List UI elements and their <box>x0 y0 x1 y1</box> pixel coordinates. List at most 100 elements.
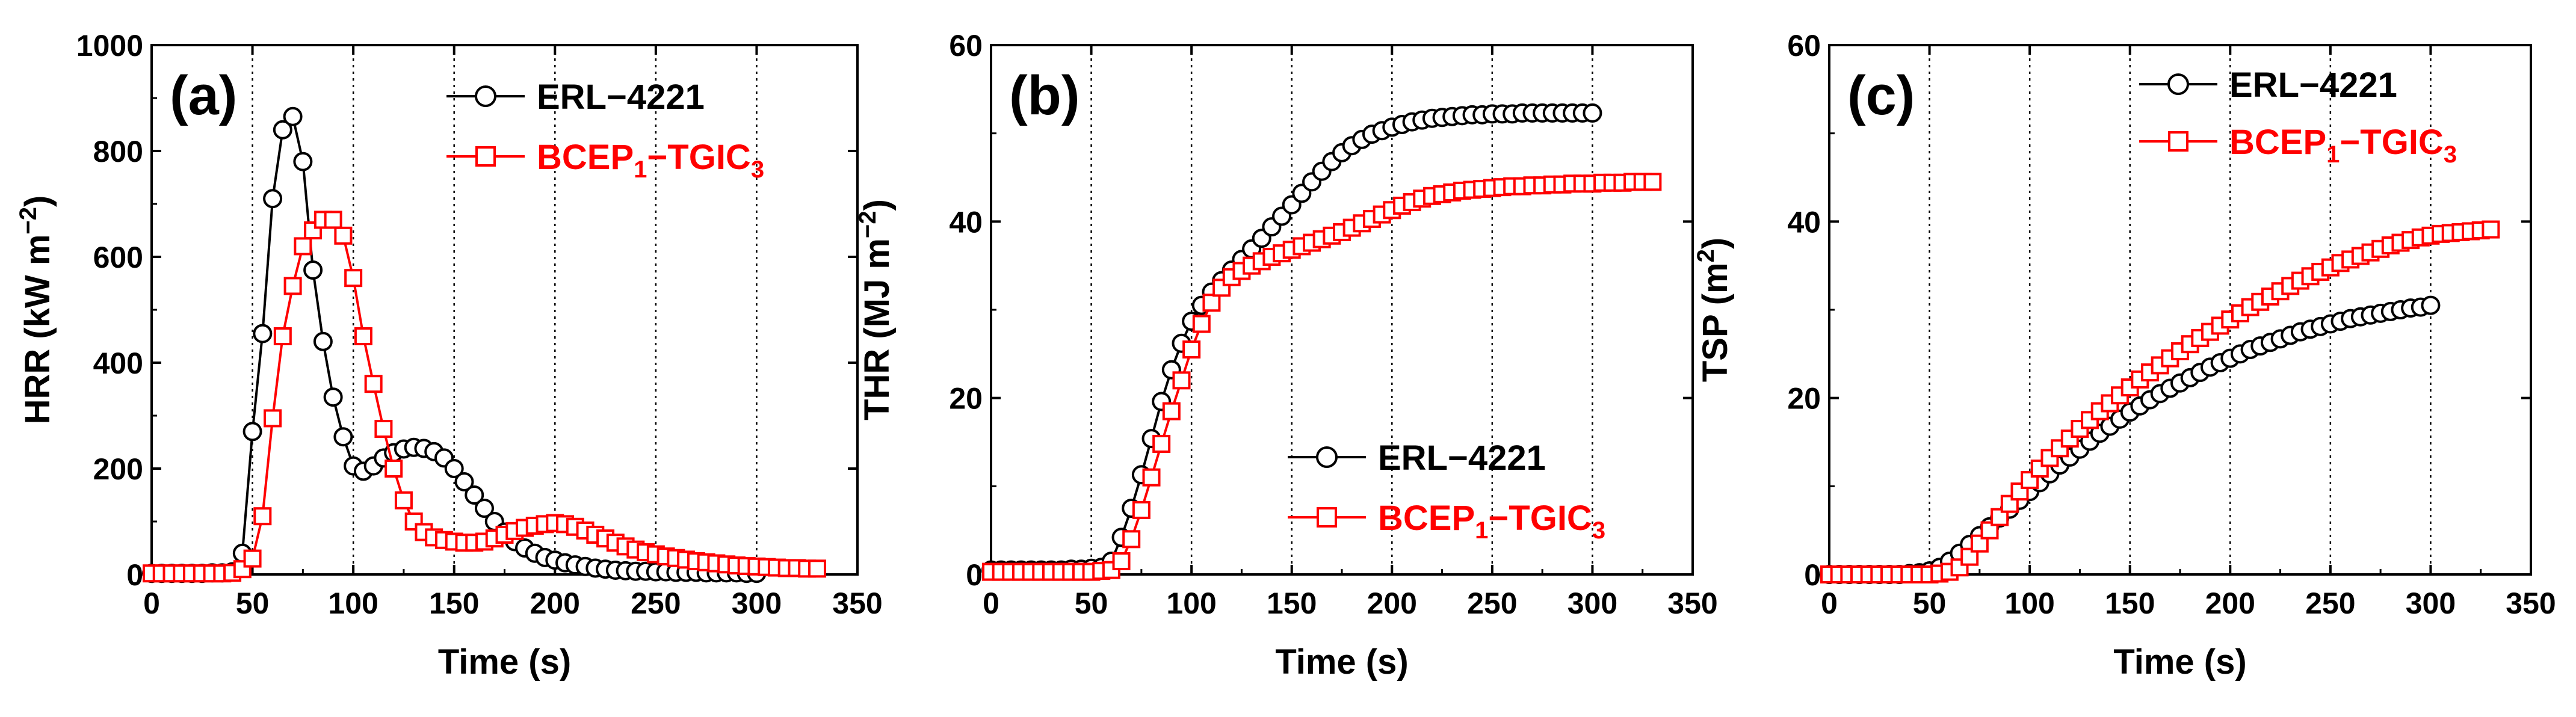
x-tick-label: 350 <box>1667 586 1717 620</box>
y-tick-label: 600 <box>93 241 143 274</box>
y-axis-label-end: ) <box>18 195 57 207</box>
panel-label: (c) <box>1847 65 1915 126</box>
data-point <box>474 499 494 518</box>
y-tick-label: 40 <box>949 205 983 239</box>
series-bcep-tgic <box>143 211 826 583</box>
legend-marker <box>2168 131 2188 152</box>
legend-label-base: BCEP <box>2229 123 2326 162</box>
data-point <box>263 189 283 209</box>
data-point <box>1202 294 1221 312</box>
legend-marker <box>1317 507 1337 528</box>
legend-label-base: ERL−4221 <box>1378 439 1546 478</box>
series-line <box>1829 304 2431 576</box>
data-point <box>2231 304 2249 322</box>
panel-label: (b) <box>1009 65 1080 126</box>
data-point <box>324 211 342 229</box>
x-tick-label: 100 <box>2004 586 2054 620</box>
y-axis-label-end: ) <box>1696 238 1735 249</box>
data-point <box>333 427 353 447</box>
x-tick-label: 150 <box>1267 586 1317 620</box>
data-point <box>253 324 273 343</box>
data-point <box>293 152 313 171</box>
data-point <box>2421 295 2441 315</box>
legend-label-sub: 1 <box>634 156 647 183</box>
x-tick-label: 100 <box>1166 586 1216 620</box>
legend-label-base: BCEP <box>1378 499 1475 538</box>
legend-label: BCEP1−TGIC3 <box>537 138 764 183</box>
data-point <box>364 375 383 393</box>
y-axis-label: THR (MJ m−2) <box>854 199 897 420</box>
legend: ERL−4221 BCEP1−TGIC3 <box>446 78 764 183</box>
data-point <box>242 422 262 442</box>
legend-label-base: ERL−4221 <box>2229 66 2397 105</box>
series-erl-4221 <box>1820 295 2441 584</box>
x-tick-label: 300 <box>2406 586 2456 620</box>
y-tick-label: 20 <box>949 382 983 416</box>
x-axis-label: Time (s) <box>1275 642 1408 682</box>
data-point <box>1583 103 1602 123</box>
y-axis-label-sup: −2 <box>15 207 42 235</box>
data-point <box>1112 552 1131 570</box>
x-tick-label: 200 <box>2205 586 2255 620</box>
legend-label-sub: 1 <box>2326 141 2340 168</box>
y-tick-label: 0 <box>126 558 143 592</box>
data-point <box>273 327 292 345</box>
chart-panel-3: 0 50 100 150 200 250 300 350 0 20 40 60 Time (s) TSP … <box>1693 29 2556 682</box>
data-point <box>374 420 393 438</box>
panel-label: (a) <box>170 65 237 126</box>
x-axis-label: Time (s) <box>2113 642 2246 682</box>
x-tick-label: 200 <box>1367 586 1417 620</box>
series-line <box>152 218 817 575</box>
y-tick-label: 60 <box>1787 29 1821 63</box>
legend-label-mid: −TGIC <box>2340 123 2443 162</box>
y-axis-label: TSP (m2) <box>1693 238 1735 382</box>
x-tick-label: 350 <box>832 586 882 620</box>
y-tick-label: 60 <box>949 29 983 63</box>
series-bcep-tgic <box>1820 220 2500 583</box>
x-tick-label: 50 <box>1075 586 1108 620</box>
y-tick-label: 0 <box>966 558 983 592</box>
legend-label: BCEP1−TGIC3 <box>2229 123 2457 168</box>
x-tick-label: 150 <box>2105 586 2155 620</box>
data-point <box>253 507 272 526</box>
x-tick-label: 0 <box>983 586 999 620</box>
legend-label-sub: 3 <box>751 156 764 183</box>
data-point <box>444 459 464 478</box>
data-point <box>1132 500 1151 519</box>
data-point <box>2482 220 2500 239</box>
data-point <box>294 237 312 256</box>
y-tick-label: 0 <box>1804 558 1821 592</box>
series-bcep-tgic <box>982 173 1662 581</box>
data-point <box>1192 315 1211 333</box>
plot-frame <box>150 44 859 576</box>
x-tick-label: 350 <box>2506 586 2556 620</box>
data-point <box>1970 534 1989 553</box>
x-tick-label: 50 <box>1913 586 1947 620</box>
y-tick-label: 800 <box>93 135 143 168</box>
data-point <box>1643 173 1662 191</box>
legend-label-sub: 3 <box>2444 141 2457 168</box>
y-tick-label: 400 <box>93 346 143 380</box>
legend-label-mid: −TGIC <box>1488 499 1592 538</box>
data-point <box>1122 530 1141 549</box>
data-point <box>1182 340 1201 358</box>
data-point <box>313 331 333 351</box>
data-point <box>264 409 282 428</box>
legend-marker <box>2167 73 2189 95</box>
data-point <box>394 491 413 509</box>
x-tick-label: 50 <box>236 586 270 620</box>
legend-label-sub: 3 <box>1592 517 1605 544</box>
data-point <box>323 387 343 407</box>
data-point <box>283 106 303 126</box>
y-tick-label: 20 <box>1787 382 1821 416</box>
data-point <box>1162 402 1181 420</box>
legend-label-mid: −TGIC <box>647 138 750 177</box>
legend-label: ERL−4221 <box>2229 66 2397 105</box>
y-axis-label-base: TSP (m <box>1696 262 1735 382</box>
data-point <box>303 260 323 280</box>
legend: ERL−4221 BCEP1−TGIC3 <box>2139 66 2457 168</box>
x-tick-label: 150 <box>429 586 479 620</box>
x-tick-label: 200 <box>530 586 580 620</box>
x-tick-label: 300 <box>732 586 782 620</box>
